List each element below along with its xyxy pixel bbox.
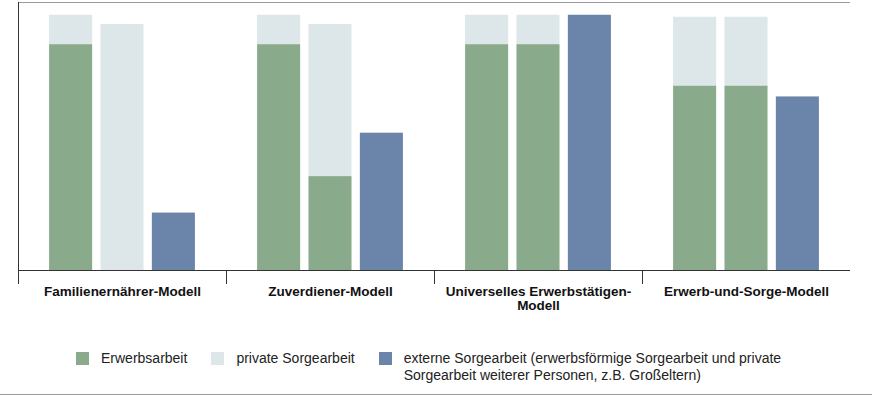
- html-text:Erwerbsarbeit: Erwerbsarbeit: [101, 350, 188, 366]
- svg-text:Erwerb-und-Sorge-Modell: Erwerb-und-Sorge-Modell: [664, 284, 829, 299]
- html-text:private Sorgearbeit: private Sorgearbeit: [236, 350, 355, 366]
- svg-text:Familienernährer-Modell: Familienernährer-Modell: [44, 284, 201, 299]
- svg-text:Universelles Erwerbstätigen-Mo: Universelles Erwerbstätigen-Modell: [446, 284, 631, 313]
- html-text:externe Sorgearbeit (erwerbsfö: externe Sorgearbeit (erwerbsförmige Sorg…: [403, 350, 782, 383]
- svg-text:Zuverdiener-Modell: Zuverdiener-Modell: [268, 284, 393, 299]
